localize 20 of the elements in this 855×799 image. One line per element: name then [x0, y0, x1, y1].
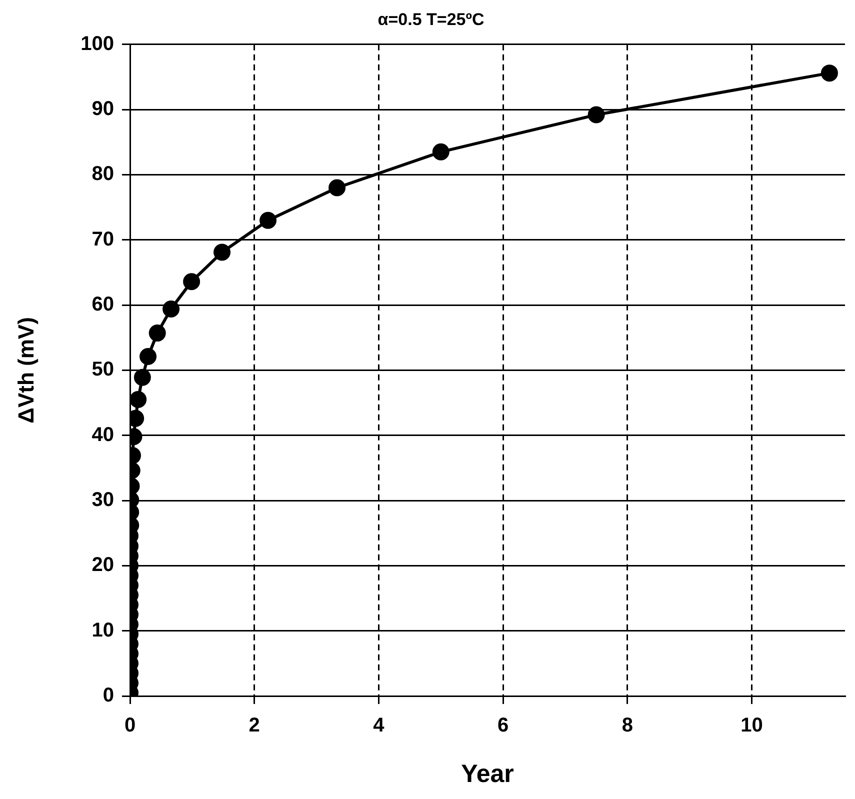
y-tick-label: 0	[102, 684, 114, 707]
x-tick-label: 2	[248, 714, 260, 737]
x-tick-label: 6	[497, 714, 509, 737]
y-tick-label: 90	[92, 98, 114, 120]
x-tick-label: 4	[373, 714, 386, 737]
x-axis-title: Year	[461, 760, 514, 788]
chart-title: α=0.5 T=25ºC	[378, 10, 484, 29]
y-tick-label: 70	[92, 228, 114, 250]
y-tick-label: 30	[92, 489, 114, 512]
x-tick-label: 8	[622, 714, 633, 737]
y-tick-label: 40	[92, 424, 114, 446]
x-tick-label: 0	[124, 714, 136, 737]
y-tick-label: 10	[92, 619, 114, 642]
y-tick-label: 80	[92, 163, 114, 186]
y-tick-label: 50	[92, 358, 114, 381]
y-tick-label: 100	[80, 32, 114, 55]
y-tick-label: 20	[92, 554, 114, 576]
y-tick-label: 60	[92, 294, 114, 316]
y-axis-title: ΔVth (mV)	[13, 317, 38, 424]
x-tick-label: 10	[740, 714, 763, 737]
